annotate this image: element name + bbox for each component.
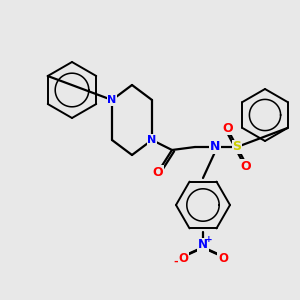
- Text: O: O: [178, 251, 188, 265]
- Text: N: N: [198, 238, 208, 251]
- Text: N: N: [107, 95, 117, 105]
- Text: O: O: [153, 166, 163, 178]
- Text: O: O: [241, 160, 251, 172]
- Text: S: S: [232, 140, 242, 154]
- Text: N: N: [147, 135, 157, 145]
- Text: O: O: [223, 122, 233, 134]
- Text: O: O: [218, 251, 228, 265]
- Text: N: N: [210, 140, 220, 154]
- Text: +: +: [205, 236, 213, 244]
- Text: -: -: [174, 257, 178, 267]
